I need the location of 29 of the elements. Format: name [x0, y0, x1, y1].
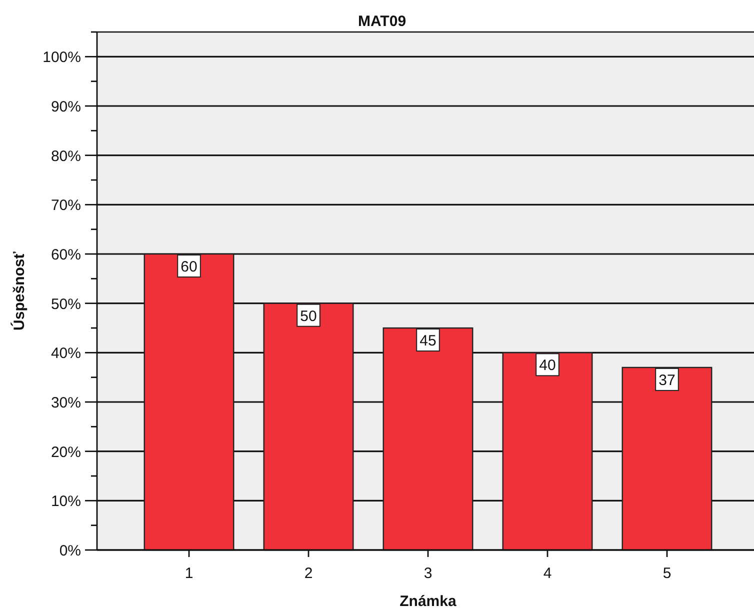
y-axis-title: Úspešnosť — [10, 250, 28, 330]
x-tick-label: 5 — [662, 565, 672, 582]
y-tick-label: 80% — [50, 148, 81, 165]
data-label: 40 — [539, 357, 556, 374]
y-tick-label: 70% — [50, 197, 81, 214]
y-tick-label: 40% — [50, 345, 81, 362]
x-tick-label: 3 — [424, 565, 432, 582]
bar — [622, 366, 712, 551]
bar — [502, 352, 593, 551]
chart-title: MAT09 — [358, 13, 406, 30]
data-label: 37 — [658, 372, 676, 389]
data-label: 45 — [420, 332, 436, 350]
x-axis-title: Známka — [400, 593, 457, 610]
y-tick-label: 100% — [42, 49, 81, 66]
y-tick-label: 50% — [50, 296, 81, 313]
y-tick-label: 10% — [50, 493, 81, 510]
bar — [382, 327, 474, 551]
x-tick-label: 4 — [543, 565, 552, 582]
y-tick-label: 0% — [59, 542, 81, 560]
y-tick-label: 30% — [50, 394, 81, 412]
y-tick-label: 90% — [50, 98, 81, 116]
data-label: 60 — [180, 258, 198, 276]
y-tick-label: 20% — [50, 444, 81, 461]
data-label: 50 — [300, 308, 317, 325]
bar — [144, 253, 234, 551]
bar — [263, 302, 354, 551]
x-tick-label: 1 — [184, 565, 194, 582]
x-tick-label: 2 — [304, 565, 313, 582]
y-tick-label: 60% — [50, 246, 81, 264]
